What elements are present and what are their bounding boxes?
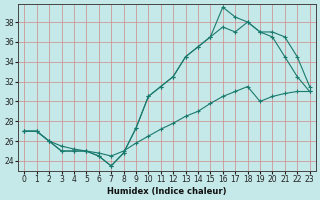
- X-axis label: Humidex (Indice chaleur): Humidex (Indice chaleur): [107, 187, 227, 196]
